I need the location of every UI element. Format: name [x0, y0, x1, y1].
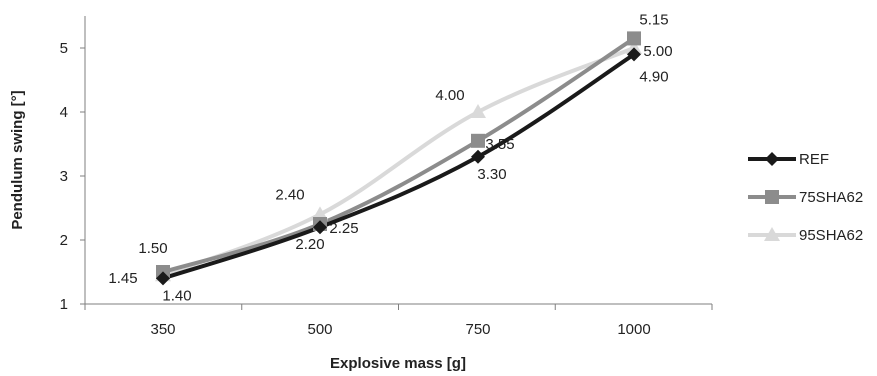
- data-label-75sha62: 5.15: [639, 11, 668, 28]
- point-ref: [156, 271, 170, 286]
- point-95sha62: [470, 104, 486, 118]
- y-ticks: 1 2 3 4 5: [60, 40, 85, 313]
- data-label-ref: 3.30: [477, 166, 506, 183]
- legend: REF 75SHA62 95SHA62: [748, 151, 863, 244]
- point-ref: [313, 220, 327, 235]
- data-label-75sha62: 1.50: [138, 240, 167, 257]
- data-label-75sha62: 2.25: [329, 220, 358, 237]
- series-line-95sha62: [161, 46, 636, 278]
- data-label-ref: 2.20: [295, 236, 324, 253]
- data-label-ref: 4.90: [639, 68, 668, 85]
- data-labels: 1.40 2.20 3.30 4.90 1.50 2.25 3.55 5.15 1.45 2.40…: [108, 11, 672, 304]
- legend-item-ref: REF: [748, 151, 829, 168]
- y-axis-title: Pendulum swing [°]: [9, 90, 26, 229]
- series-line-75sha62: [161, 36, 636, 274]
- legend-label: 95SHA62: [799, 227, 863, 244]
- legend-item-95sha62: 95SHA62: [748, 227, 863, 244]
- x-tick-label: 1000: [617, 321, 650, 338]
- legend-swatch-marker: [765, 152, 779, 166]
- data-label-95sha62: 1.45: [108, 270, 137, 287]
- point-ref: [471, 149, 485, 164]
- y-tick-label: 5: [60, 40, 68, 57]
- point-75sha62: [471, 133, 485, 148]
- y-tick-label: 4: [60, 104, 68, 121]
- point-95sha62: [312, 206, 328, 221]
- data-label-95sha62: 4.00: [435, 87, 464, 104]
- legend-item-75sha62: 75SHA62: [748, 189, 863, 206]
- series-line-ref: [161, 52, 636, 281]
- legend-label: REF: [799, 151, 829, 168]
- legend-label: 75SHA62: [799, 189, 863, 206]
- point-ref: [627, 47, 641, 62]
- legend-swatch-marker: [765, 190, 779, 204]
- point-95sha62: [626, 40, 642, 54]
- data-label-ref: 1.40: [162, 287, 191, 304]
- data-label-95sha62: 2.40: [275, 186, 304, 203]
- legend-swatch-marker: [764, 227, 780, 241]
- series-markers: [155, 31, 642, 286]
- data-label-95sha62: 5.00: [643, 43, 672, 60]
- data-label-75sha62: 3.55: [485, 136, 514, 153]
- axes: [84, 16, 712, 305]
- x-axis-title: Explosive mass [g]: [330, 355, 466, 372]
- x-tick-label: 750: [465, 321, 490, 338]
- x-ticks: 350 500 750 1000: [84, 304, 713, 338]
- x-tick-label: 500: [307, 321, 332, 338]
- x-tick-label: 350: [150, 321, 175, 338]
- series-lines: [161, 36, 636, 281]
- point-75sha62: [627, 31, 641, 46]
- y-tick-label: 3: [60, 168, 68, 185]
- y-tick-label: 1: [60, 296, 68, 313]
- y-tick-label: 2: [60, 232, 68, 249]
